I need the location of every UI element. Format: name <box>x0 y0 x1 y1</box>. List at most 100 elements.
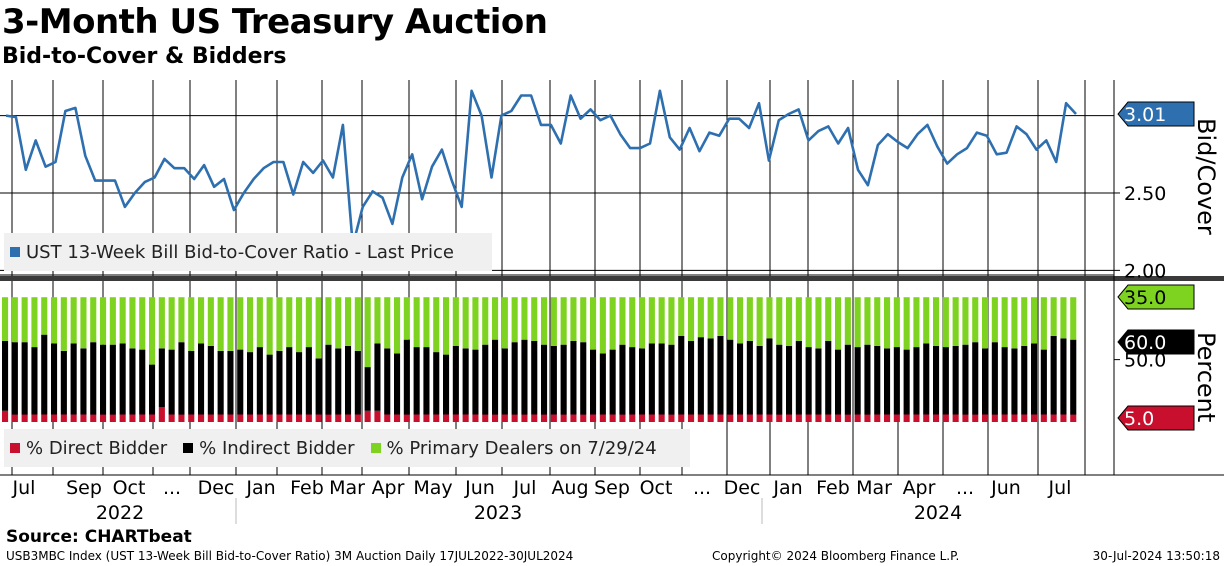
bar-direct <box>639 414 646 422</box>
bar-indirect <box>815 348 822 415</box>
bar-primary <box>217 297 224 351</box>
bar-indirect <box>109 344 116 415</box>
bar-indirect <box>1011 348 1018 415</box>
bar-indirect <box>41 334 48 415</box>
bar-direct <box>825 414 832 422</box>
bar-indirect <box>1050 335 1057 415</box>
bar-direct <box>354 414 361 422</box>
primary-last-tag <box>1117 284 1195 310</box>
bar-direct <box>501 414 508 422</box>
bar-direct <box>315 414 322 422</box>
bar-direct <box>11 414 18 422</box>
bar-indirect <box>629 347 636 415</box>
x-tick-label: Sep <box>594 477 630 499</box>
bar-indirect <box>168 349 175 415</box>
bar-primary <box>403 297 410 340</box>
bar-direct <box>296 414 303 422</box>
bar-indirect <box>933 345 940 415</box>
bar-primary <box>893 297 900 348</box>
bar-indirect <box>903 349 910 415</box>
bar-indirect <box>1040 349 1047 415</box>
bar-primary <box>109 297 116 345</box>
bar-primary <box>511 297 518 343</box>
bar-primary <box>325 297 332 345</box>
bar-indirect <box>805 347 812 415</box>
legend-label-primary: % Primary Dealers on 7/29/24 <box>386 437 657 459</box>
bar-indirect <box>198 343 205 415</box>
bar-direct <box>629 414 636 422</box>
bar-indirect <box>158 348 165 407</box>
bar-indirect <box>648 343 655 415</box>
x-year-label: 2024 <box>914 502 962 524</box>
bar-indirect <box>746 340 753 415</box>
bar-indirect <box>374 343 381 411</box>
bar-indirect <box>893 347 900 415</box>
bar-direct <box>276 414 283 422</box>
bar-indirect <box>384 348 391 415</box>
bar-primary <box>874 297 881 346</box>
x-year-label: 2023 <box>474 502 522 524</box>
x-tick-label: Oct <box>113 477 146 499</box>
bar-indirect <box>266 354 273 415</box>
bar-direct <box>403 414 410 422</box>
bar-indirect <box>962 344 969 415</box>
bar-primary <box>835 297 842 350</box>
bar-direct <box>266 414 273 422</box>
bar-primary <box>11 297 18 343</box>
legend-item-bid-to-cover: UST 13-Week Bill Bid-to-Cover Ratio - La… <box>4 242 454 263</box>
bar-indirect <box>403 339 410 415</box>
bar-direct <box>619 414 626 422</box>
bar-direct <box>325 414 332 422</box>
bar-direct <box>746 414 753 422</box>
bar-indirect <box>570 340 577 415</box>
bar-primary <box>815 297 822 349</box>
bar-indirect <box>394 353 401 415</box>
y-axis-title-bid-cover: Bid/Cover <box>1192 118 1220 235</box>
bar-primary <box>158 297 165 349</box>
bar-primary <box>443 297 450 355</box>
x-tick-label: Jul <box>12 477 36 499</box>
bar-primary <box>991 297 998 343</box>
bar-indirect <box>21 342 28 415</box>
bar-primary <box>550 297 557 346</box>
bar-indirect <box>354 350 361 415</box>
bar-indirect <box>2 340 9 411</box>
bar-direct <box>423 414 430 422</box>
x-tick-label: Oct <box>640 477 673 499</box>
bar-indirect <box>737 343 744 415</box>
x-tick-label: Apr <box>903 477 936 499</box>
bar-primary <box>972 297 979 343</box>
bar-direct <box>923 414 930 422</box>
bar-direct <box>786 414 793 422</box>
bar-direct <box>139 414 146 422</box>
bar-indirect <box>217 350 224 415</box>
bar-direct <box>913 414 920 422</box>
bar-direct <box>149 414 156 422</box>
x-tick-label: Jan <box>245 477 275 499</box>
bar-indirect <box>178 342 185 415</box>
bar-direct <box>1050 414 1057 422</box>
bar-indirect <box>60 350 67 415</box>
bar-direct <box>835 414 842 422</box>
direct-last-tag-label: 5.0 <box>1124 408 1154 430</box>
bar-primary <box>619 297 626 345</box>
bar-primary <box>335 297 342 349</box>
bar-indirect <box>482 344 489 415</box>
bar-direct <box>443 414 450 422</box>
bar-primary <box>746 297 753 341</box>
bar-primary <box>580 297 587 343</box>
bar-direct <box>227 414 234 422</box>
x-tick-label: Jun <box>990 477 1021 499</box>
bar-indirect <box>11 342 18 415</box>
bar-primary <box>737 297 744 344</box>
primary-last-tag-label: 35.0 <box>1124 287 1166 309</box>
bar-indirect <box>31 347 38 415</box>
bar-indirect <box>492 339 499 415</box>
bar-direct <box>1031 414 1038 422</box>
legend-swatch-primary <box>370 443 381 453</box>
bar-indirect <box>315 358 322 415</box>
bar-primary <box>227 297 234 351</box>
bar-direct <box>2 410 9 422</box>
bar-direct <box>933 414 940 422</box>
